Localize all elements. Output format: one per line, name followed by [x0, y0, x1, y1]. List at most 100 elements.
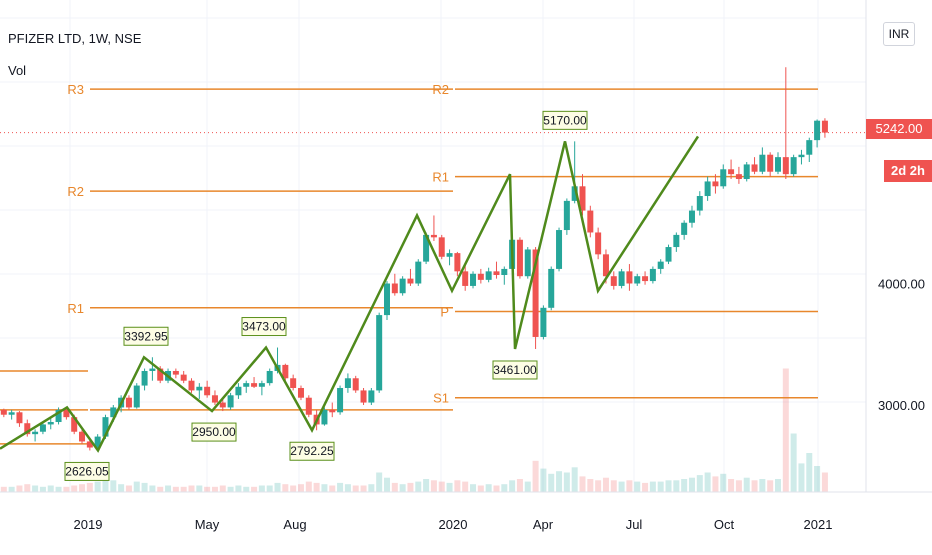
candle	[430, 215, 437, 241]
volume-bar	[642, 482, 649, 492]
candle	[251, 377, 258, 388]
candle-body	[688, 210, 695, 223]
candle	[649, 266, 656, 284]
candle	[360, 387, 367, 405]
candle	[735, 166, 742, 184]
candle-body	[79, 431, 86, 442]
volume-bar	[63, 486, 70, 492]
volume-bar	[735, 480, 742, 492]
volume-series	[0, 368, 828, 492]
candle-body	[696, 196, 703, 211]
candle-body	[681, 222, 688, 235]
volume-bar	[790, 433, 797, 492]
volume-bar	[540, 468, 547, 492]
candle	[548, 266, 555, 311]
candle	[32, 429, 39, 442]
volume-bar	[360, 485, 367, 492]
candle	[352, 375, 359, 393]
candle	[266, 368, 273, 386]
candle	[8, 409, 15, 420]
candle	[470, 271, 477, 289]
candle	[767, 152, 774, 177]
candle-body	[477, 273, 484, 280]
candle-body	[235, 386, 242, 396]
pivot-label-s1: S1	[433, 391, 449, 406]
grid-lines	[0, 0, 866, 492]
volume-bar	[125, 485, 132, 492]
candle-body	[196, 386, 203, 391]
chart-legend: PFIZER LTD, 1W, NSE	[8, 31, 141, 46]
zigzag-label-box	[542, 110, 588, 130]
volume-bar	[618, 481, 625, 492]
candle	[149, 357, 156, 381]
candle	[485, 267, 492, 283]
candle-body	[297, 387, 304, 398]
volume-bar	[509, 480, 516, 492]
zigzag-label-text: 5170.00	[543, 113, 587, 127]
candle	[180, 370, 187, 384]
volume-bar	[516, 479, 523, 492]
x-tick-label: May	[195, 517, 220, 532]
volume-bar	[282, 484, 289, 492]
volume-bar	[688, 477, 695, 492]
candle	[258, 380, 265, 396]
candle	[55, 407, 62, 425]
candle-body	[642, 276, 649, 282]
candle-body	[548, 268, 555, 308]
candle	[595, 227, 602, 260]
volume-bar	[8, 486, 15, 492]
candle-body	[329, 409, 336, 413]
candle-body	[634, 276, 641, 284]
candle	[337, 385, 344, 415]
volume-bar	[16, 485, 23, 492]
symbol-title[interactable]: PFIZER LTD, 1W, NSE	[8, 31, 142, 46]
candle	[571, 141, 578, 204]
zigzag-label-box	[289, 441, 335, 461]
x-tick-label: Jul	[626, 517, 643, 532]
zigzag-label-box	[64, 461, 110, 481]
candle	[446, 249, 453, 266]
volume-bar	[180, 486, 187, 492]
volume-bar	[728, 479, 735, 492]
volume-bar	[110, 480, 117, 492]
candle	[587, 205, 594, 238]
volume-bar	[806, 453, 813, 492]
candle-body	[806, 140, 813, 155]
volume-bar	[595, 480, 602, 492]
candle-body	[86, 441, 93, 448]
candle-body	[602, 254, 609, 277]
candle	[782, 67, 789, 180]
pivot-label-r1: R1	[432, 170, 449, 185]
volume-bar	[571, 467, 578, 492]
x-tick-label: Aug	[283, 517, 306, 532]
candle-body	[39, 424, 46, 432]
candle-body	[673, 234, 680, 248]
zigzag-label-text: 3473.00	[242, 320, 286, 334]
volume-bar	[384, 477, 390, 492]
x-tick-label: Oct	[714, 517, 735, 532]
candle-body	[172, 370, 179, 375]
volume-bar	[524, 481, 531, 492]
volume-bar	[211, 486, 218, 492]
volume-bar	[626, 480, 633, 492]
x-tick-label: 2019	[74, 517, 103, 532]
volume-bar	[438, 481, 445, 492]
candle-body	[704, 181, 711, 197]
candle	[759, 147, 766, 175]
volume-label[interactable]: Vol	[8, 63, 27, 78]
candle-body	[110, 407, 117, 418]
candle	[728, 159, 735, 180]
zigzag-label: 2950.00	[191, 422, 237, 442]
volume-bar	[610, 480, 617, 492]
currency-badge[interactable]: INR	[883, 22, 915, 46]
candle	[290, 374, 297, 391]
volume-bar	[297, 484, 304, 492]
candle	[775, 152, 781, 175]
candle	[282, 363, 289, 381]
volume-bar	[712, 476, 719, 492]
volume-bar	[235, 485, 242, 492]
volume-bar	[344, 484, 351, 492]
candle-series	[0, 67, 828, 451]
candle	[47, 417, 54, 430]
